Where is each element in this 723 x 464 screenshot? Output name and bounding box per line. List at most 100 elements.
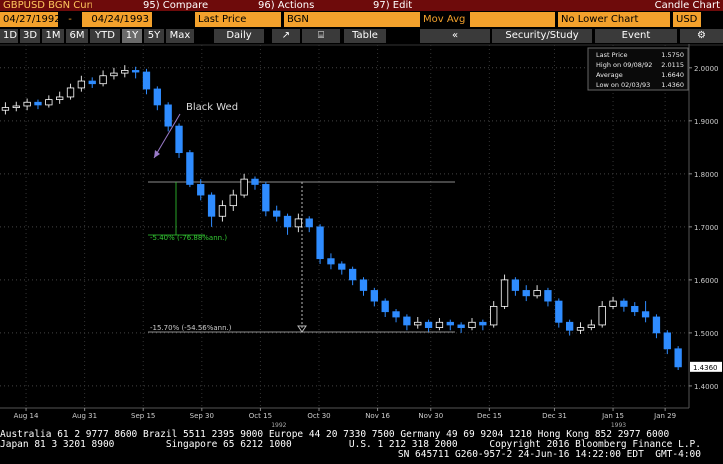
candle-body [56, 96, 64, 101]
candle-body [131, 70, 140, 73]
y-tick-label: 1.4000 [694, 383, 719, 391]
year-label: 1993 [611, 422, 626, 429]
security-study[interactable]: Security/Study [492, 29, 592, 43]
candle-body [435, 321, 444, 328]
year-label: 1992 [271, 422, 286, 429]
annotation-arrow [153, 113, 181, 159]
candle-body [533, 290, 541, 297]
candle-body [110, 72, 118, 77]
candle-body [338, 263, 346, 270]
footer-line: Copyright 2016 Bloomberg Finance L.P. [489, 439, 701, 450]
candle-body [348, 268, 357, 281]
candle-body [403, 316, 411, 326]
study[interactable]: Mov Avg [420, 12, 468, 27]
field[interactable]: Last Price [195, 12, 281, 27]
end-date[interactable]: 04/24/1993 [82, 12, 152, 27]
candle-body [457, 324, 465, 328]
candle-body [544, 290, 552, 302]
frequency[interactable]: Daily [214, 29, 264, 43]
footer-line: SN 645711 G260-957-2 24-Jun-16 14:22:00 … [397, 449, 701, 460]
candle-body [77, 80, 86, 89]
candle-body [327, 258, 335, 265]
y-tick-label: 1.8000 [694, 171, 719, 179]
candle-body [359, 279, 368, 291]
line-button[interactable]: ↗ [272, 29, 300, 43]
legend-label: Last Price [596, 51, 627, 59]
start-date[interactable]: 04/27/1992 [0, 12, 58, 27]
candle-body [609, 300, 617, 307]
menu-item[interactable]: 97) Edit [373, 0, 413, 11]
candle-body [164, 104, 172, 127]
chart: Black Wed -5.40% (-76.88%ann.) -15.70% (… [0, 44, 723, 429]
period-button[interactable]: 1D [0, 29, 18, 43]
y-tick-label: 1.6000 [694, 277, 719, 285]
candle-body [565, 321, 574, 331]
candle-body [34, 101, 42, 106]
period-button[interactable]: YTD [90, 29, 120, 43]
candle-button[interactable]: ⌸ [302, 29, 340, 43]
candle-body [12, 105, 20, 108]
candle-body [175, 125, 183, 154]
x-tick-label: Sep 30 [190, 412, 214, 420]
x-tick-label: Nov 16 [365, 412, 390, 420]
source[interactable]: BGN [284, 12, 420, 27]
candle-body [555, 300, 563, 323]
candle-body [186, 152, 194, 185]
settings[interactable]: ⚙ [680, 29, 723, 43]
menu-item[interactable]: 96) Actions [258, 0, 315, 11]
candle-body [218, 205, 227, 217]
period-button[interactable]: Max [166, 29, 194, 43]
candle-body [207, 194, 216, 217]
period-button[interactable]: 6M [66, 29, 88, 43]
x-tick-label: Aug 31 [72, 412, 97, 420]
price-tag-label: 1.4360 [693, 364, 718, 372]
period-button[interactable]: 3D [20, 29, 40, 43]
lower-chart[interactable]: No Lower Chart [558, 12, 670, 27]
legend-label: Low on 02/03/93 [596, 81, 650, 89]
date-sep: - [60, 12, 80, 27]
candle-body [273, 210, 281, 217]
candle-body [424, 321, 433, 328]
x-tick-label: Dec 31 [542, 412, 567, 420]
candle-body [305, 218, 313, 228]
candle-body [511, 279, 520, 291]
legend-box [587, 47, 689, 91]
annotation: Black Wed [186, 102, 238, 113]
candle-body [381, 300, 389, 313]
legend-value: 1.6640 [661, 71, 684, 79]
back-button[interactable]: « [420, 29, 490, 43]
candle-body [229, 194, 237, 207]
period-button[interactable]: 1M [42, 29, 64, 43]
candle-body [240, 178, 248, 196]
candle-body [121, 70, 129, 74]
candle-body [370, 290, 378, 302]
study-field[interactable] [470, 12, 555, 27]
period-button[interactable]: 5Y [144, 29, 164, 43]
event[interactable]: Event [595, 29, 677, 43]
candle-body [674, 348, 682, 368]
menu-item[interactable]: 95) Compare [143, 0, 209, 11]
legend-value: 2.0115 [661, 61, 684, 69]
candle-body [316, 226, 324, 260]
candle-body [251, 178, 259, 185]
security[interactable]: GBPUSD BGN Curncy [3, 0, 92, 11]
x-tick-label: Nov 30 [418, 412, 443, 420]
title-bar [0, 0, 723, 11]
candle-body [587, 324, 596, 328]
candle-body [392, 311, 400, 318]
candle-body [598, 305, 606, 326]
x-tick-label: Jan 29 [653, 412, 676, 420]
annotation: -15.70% (-54.56%ann.) [150, 324, 232, 332]
table-button[interactable]: Table [344, 29, 386, 43]
candle-body [576, 327, 585, 331]
candle-body [414, 321, 422, 326]
legend-value: 1.4360 [661, 81, 684, 89]
x-tick-label: Oct 15 [249, 412, 272, 420]
currency[interactable]: USD [673, 12, 701, 27]
candle-body [66, 87, 75, 98]
footer-line: Australia 61 2 9777 8600 Brazil 5511 239… [0, 429, 670, 440]
period-button[interactable]: 1Y [122, 29, 142, 43]
candle-body [631, 305, 639, 313]
candle-body [1, 107, 10, 111]
candle-body [142, 71, 151, 90]
